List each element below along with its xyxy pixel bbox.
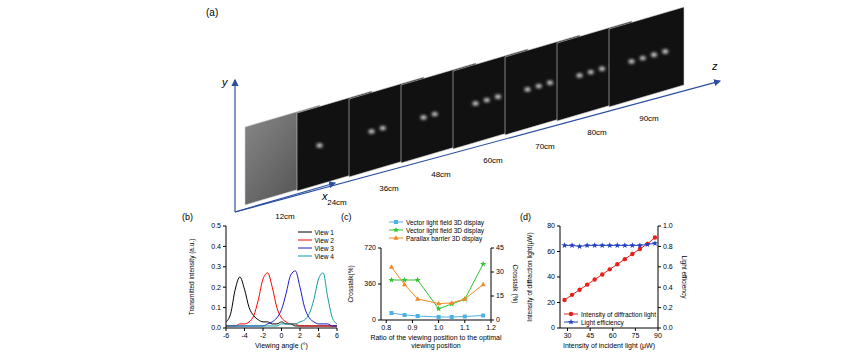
svg-text:45: 45: [496, 244, 504, 251]
html-text:Vector light field 3D display: Vector light field 3D display: [406, 226, 484, 234]
svg-text:6: 6: [335, 332, 339, 339]
svg-text:75: 75: [631, 332, 639, 339]
svg-text:z: z: [711, 60, 718, 72]
svg-text:y: y: [221, 76, 229, 88]
svg-text:60: 60: [609, 332, 617, 339]
svg-text:0.2: 0.2: [663, 304, 673, 311]
svg-text:720: 720: [364, 244, 376, 251]
html-text:View 3: View 3: [314, 244, 334, 252]
svg-text:2: 2: [298, 332, 302, 339]
svg-text:0.6: 0.6: [663, 263, 673, 270]
svg-text:0.0: 0.0: [663, 324, 673, 331]
svg-text:1.0: 1.0: [434, 324, 444, 331]
html-text:(d): (d): [520, 212, 531, 222]
svg-text:0.9: 0.9: [408, 324, 418, 331]
svg-text:30: 30: [496, 268, 504, 275]
svg-text:36cm: 36cm: [379, 184, 399, 193]
svg-text:0.3: 0.3: [211, 263, 221, 270]
svg-text:15: 15: [496, 292, 504, 299]
svg-text:0: 0: [496, 316, 500, 323]
svg-text:0.8: 0.8: [663, 243, 673, 250]
html-text:Ratio of the viewing position: Ratio of the viewing position to the opt…: [370, 334, 502, 349]
svg-text:0.8: 0.8: [381, 324, 391, 331]
svg-text:0.0: 0.0: [211, 324, 221, 331]
svg-text:Transmitted intensity (a.u.): Transmitted intensity (a.u.): [188, 239, 196, 316]
svg-text:-4: -4: [241, 332, 247, 339]
svg-text:45: 45: [586, 332, 594, 339]
svg-text:60cm: 60cm: [483, 156, 503, 165]
svg-text:1.0: 1.0: [663, 222, 673, 229]
svg-text:1.1: 1.1: [460, 324, 470, 331]
html-text:View 4: View 4: [314, 252, 334, 260]
svg-text:30: 30: [564, 332, 572, 339]
svg-text:60: 60: [547, 248, 555, 255]
svg-text:20: 20: [547, 299, 555, 306]
svg-text:40: 40: [547, 273, 555, 280]
svg-text:80cm: 80cm: [587, 128, 607, 137]
svg-text:Crosstalk(%): Crosstalk(%): [347, 265, 355, 302]
svg-text:0.1: 0.1: [211, 304, 221, 311]
html-text:(c): (c): [341, 212, 352, 222]
html-text:View 2: View 2: [314, 236, 334, 244]
svg-text:0.5: 0.5: [211, 222, 221, 229]
svg-text:360: 360: [364, 280, 376, 287]
html-text:Light efficiency: Light efficiency: [581, 318, 624, 326]
svg-text:24cm: 24cm: [327, 198, 347, 207]
html-text:Viewing angle (°): Viewing angle (°): [255, 342, 308, 349]
svg-text:12cm: 12cm: [275, 212, 295, 221]
svg-text:0.4: 0.4: [211, 243, 221, 250]
html-text:Vector light field 3D display: Vector light field 3D display: [406, 218, 484, 226]
svg-text:70cm: 70cm: [535, 142, 555, 151]
svg-text:0.2: 0.2: [211, 284, 221, 291]
svg-text:0.4: 0.4: [663, 284, 673, 291]
svg-text:0: 0: [372, 316, 376, 323]
html-text:(b): (b): [182, 212, 193, 222]
svg-text:90cm: 90cm: [639, 114, 659, 123]
svg-text:0: 0: [280, 332, 284, 339]
html-text:Intensity of diffraction light: Intensity of diffraction light: [581, 310, 656, 318]
html-text:Parallax barrier 3D display: Parallax barrier 3D display: [406, 234, 483, 242]
html-text:View 1: View 1: [314, 228, 334, 236]
svg-text:x: x: [321, 190, 328, 202]
svg-text:90: 90: [654, 332, 662, 339]
svg-text:Intensity of diffraction light: Intensity of diffraction light(μW): [526, 232, 534, 321]
svg-text:48cm: 48cm: [431, 170, 451, 179]
svg-text:-6: -6: [223, 332, 229, 339]
svg-text:80: 80: [547, 222, 555, 229]
svg-text:0: 0: [551, 324, 555, 331]
svg-text:Light efficiency: Light efficiency: [680, 256, 688, 300]
svg-text:-2: -2: [260, 332, 266, 339]
svg-text:Crosstalk (%): Crosstalk (%): [511, 264, 519, 303]
html-text:Intensity of incident light (μ: Intensity of incident light (μW): [563, 342, 655, 349]
svg-text:1.2: 1.2: [486, 324, 496, 331]
svg-text:4: 4: [317, 332, 321, 339]
svg-text:(a): (a): [206, 7, 218, 18]
